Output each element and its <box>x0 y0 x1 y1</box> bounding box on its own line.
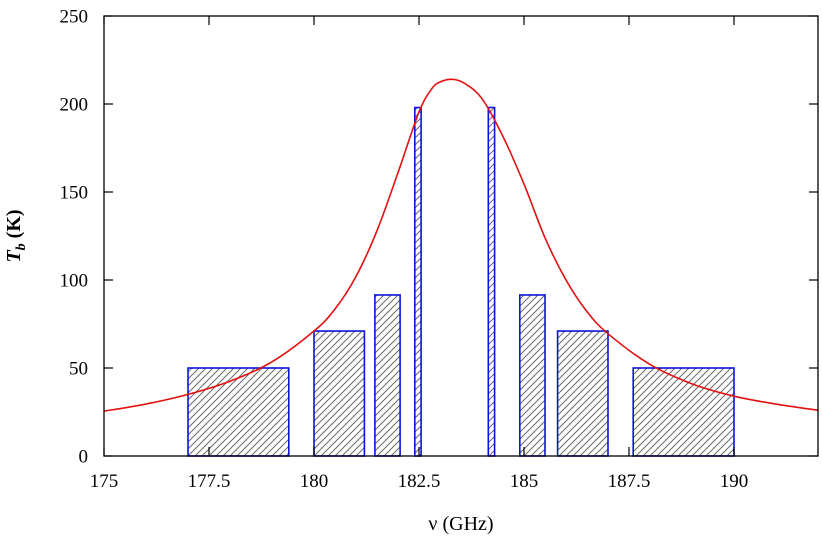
x-tick-label: 175 <box>90 471 119 492</box>
series-curve <box>104 78 818 412</box>
x-axis-title: ν (GHz) <box>428 513 493 535</box>
axes <box>103 15 819 457</box>
bars <box>187 106 735 457</box>
y-axis-title-unit: (K) <box>3 209 25 243</box>
x-tick-label: 185 <box>510 471 539 492</box>
bar-2 <box>374 294 401 457</box>
y-axis-title-var: T <box>3 250 25 263</box>
y-tick-label: 250 <box>60 7 89 28</box>
bar-5 <box>518 294 546 457</box>
x-tick-label: 182.5 <box>398 471 441 492</box>
y-axis-title: Tb (K) <box>3 209 29 262</box>
bar-6 <box>556 330 609 457</box>
bar-4 <box>487 106 496 457</box>
bar-0 <box>187 367 290 457</box>
bar-3 <box>413 106 422 457</box>
bar-1 <box>313 330 366 457</box>
y-axis-title-sub: b <box>14 243 29 250</box>
x-tick-label: 190 <box>720 471 749 492</box>
x-tick-label: 187.5 <box>608 471 651 492</box>
plot-frame <box>103 15 819 457</box>
x-tick-label: 180 <box>300 471 329 492</box>
ticks: 175 177.5 180 182.5 185 187.5 190 0 50 100 150 200 2… <box>60 7 818 492</box>
y-tick-label: 50 <box>69 359 88 380</box>
y-tick-label: 200 <box>60 95 89 116</box>
y-tick-label: 100 <box>60 271 89 292</box>
curve <box>104 78 818 412</box>
y-tick-label: 0 <box>79 447 89 468</box>
bar-7 <box>632 367 735 457</box>
x-tick-label: 177.5 <box>188 471 231 492</box>
y-tick-label: 150 <box>60 183 89 204</box>
